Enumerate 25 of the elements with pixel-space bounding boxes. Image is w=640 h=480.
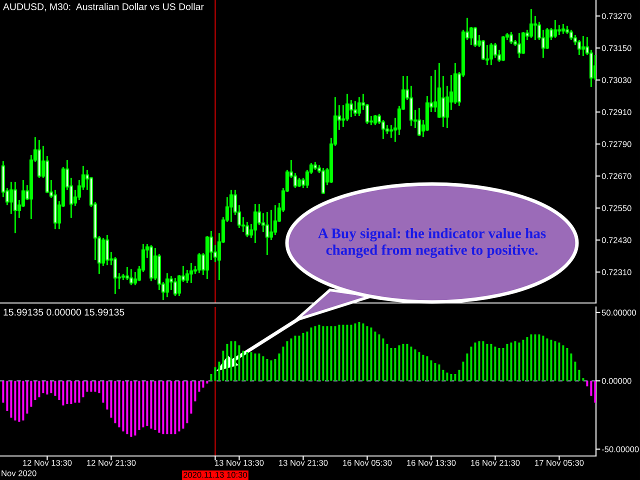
x-tick-label: 12 Nov 13:30 [23, 460, 72, 466]
x-tick-label: 12 Nov 21:30 [87, 460, 136, 466]
y-tick-label: -50.00000 [602, 446, 639, 452]
x-tick-label: 13 Nov 13:30 [215, 460, 264, 466]
y-tick-label: 0.72790 [602, 141, 632, 148]
y-tick-label: 0.72910 [602, 109, 632, 116]
chart-title: AUDUSD, M30: Australian Dollar vs US Dollar [3, 3, 204, 12]
y-tick-label: 0.73030 [602, 77, 632, 84]
x-tick-label: 16 Nov 21:30 [471, 460, 520, 466]
annotation: A Buy signal: the indicator value has changed from negative to positive. [318, 228, 546, 258]
y-tick-label: 0.72550 [602, 205, 632, 212]
y-tick-label: 0.73270 [602, 13, 632, 20]
y-tick-label: 0.72430 [602, 237, 632, 244]
y-tick-label: 0.00000 [602, 378, 632, 384]
x-tick-label: 16 Nov 05:30 [343, 460, 392, 466]
x-tick-label: 13 Nov 21:30 [279, 460, 328, 466]
x-tick-label: 17 Nov 05:30 [535, 460, 584, 466]
x-tick-label: 2020.11.13 10:30 [183, 472, 248, 478]
y-tick-label: 50.00000 [602, 310, 636, 316]
chart-title: 15.99135 0.00000 15.99135 [4, 308, 124, 316]
y-tick-label: 0.72670 [602, 173, 632, 180]
y-tick-label: 0.72310 [602, 269, 632, 276]
y-tick-label: 0.73150 [602, 45, 632, 52]
text: Nov 2020 [2, 470, 36, 476]
x-tick-label: 16 Nov 13:30 [407, 460, 456, 466]
